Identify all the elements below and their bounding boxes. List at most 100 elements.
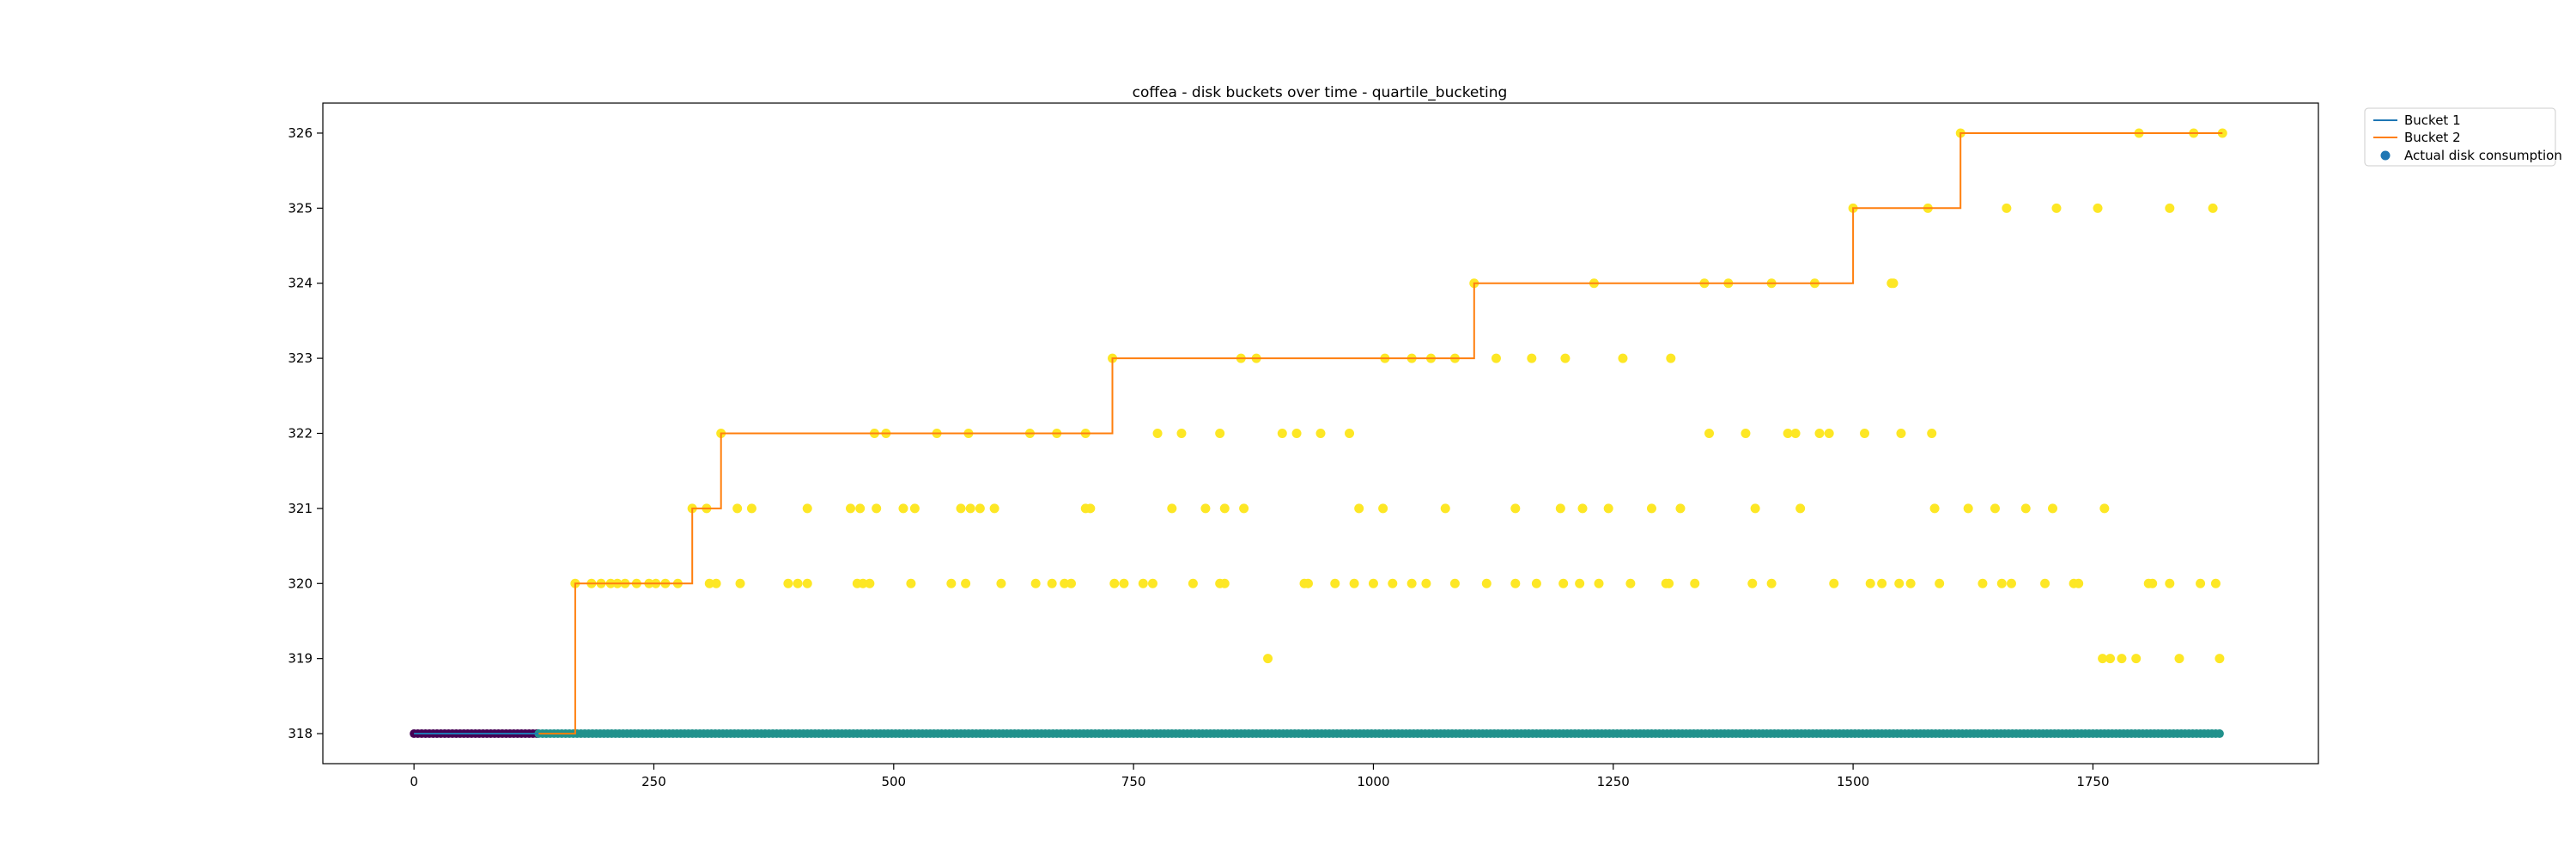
scatter-point: [1896, 429, 1906, 438]
scatter-point: [1449, 578, 1460, 588]
x-tick-label: 500: [881, 774, 906, 789]
scatter-point: [2165, 203, 2175, 213]
scatter-point: [1865, 578, 1875, 588]
legend-label: Bucket 1: [2404, 113, 2461, 128]
scatter-point: [2148, 578, 2158, 588]
scatter-point: [1378, 503, 1388, 514]
scatter-point: [996, 578, 1006, 588]
scatter-point: [1368, 578, 1378, 588]
x-tick-label: 1000: [1357, 774, 1389, 789]
scatter-point: [1577, 503, 1588, 514]
scatter-point: [1219, 503, 1230, 514]
scatter-point: [1152, 429, 1163, 438]
scatter-point: [2098, 654, 2108, 664]
y-tick-label: 318: [288, 726, 313, 741]
scatter-point: [858, 578, 868, 588]
scatter-point: [1625, 578, 1636, 588]
legend-box: [2364, 107, 2556, 167]
scatter-point: [1603, 503, 1613, 514]
scatter-point-baseline: [2215, 729, 2224, 739]
scatter-point: [1860, 429, 1870, 438]
x-tick-label: 1250: [1597, 774, 1630, 789]
scatter-point: [1406, 578, 1417, 588]
scatter-point: [2105, 654, 2116, 664]
scatter-point: [1491, 353, 1501, 363]
scatter-point: [1421, 578, 1431, 588]
scatter-point: [704, 578, 714, 588]
scatter-point: [1315, 429, 1326, 438]
series-line-bucket-2: [538, 132, 2223, 734]
scatter-point: [1575, 578, 1585, 588]
scatter-point: [2215, 654, 2225, 664]
scatter-point: [961, 578, 971, 588]
scatter-point: [1263, 654, 1273, 664]
scatter-point: [1527, 353, 1537, 363]
scatter-point: [1440, 503, 1450, 514]
y-tick-label: 319: [288, 651, 313, 667]
scatter-point: [1704, 429, 1715, 438]
y-tick-label: 320: [288, 576, 313, 591]
legend-label: Bucket 2: [2404, 130, 2461, 145]
scatter-point: [1594, 578, 1604, 588]
legend: Bucket 1 Bucket 2 Actual disk consumption: [2364, 107, 2562, 167]
scatter-point: [1481, 578, 1492, 588]
scatter-point: [1877, 578, 1887, 588]
scatter-point: [2040, 578, 2050, 588]
scatter-point: [1354, 503, 1364, 514]
scatter-point: [2210, 578, 2221, 588]
scatter-point: [1555, 503, 1565, 514]
scatter-point: [783, 578, 793, 588]
scatter-point: [793, 578, 803, 588]
y-tick-label: 322: [288, 426, 313, 442]
scatter-point: [1666, 353, 1676, 363]
scatter-point: [1330, 578, 1340, 588]
scatter-point: [1888, 278, 1899, 289]
scatter-point: [1147, 578, 1157, 588]
scatter-point: [1894, 578, 1905, 588]
scatter-point: [2174, 654, 2184, 664]
y-tick-label: 325: [288, 200, 313, 216]
scatter-point: [1664, 578, 1674, 588]
scatter-point: [802, 503, 812, 514]
scatter-point: [746, 503, 756, 514]
scatter-point: [906, 578, 916, 588]
scatter-point: [1388, 578, 1398, 588]
scatter-point: [865, 578, 875, 588]
scatter-point: [2208, 203, 2218, 213]
scatter-point: [1927, 429, 1937, 438]
scatter-point: [1277, 429, 1287, 438]
scatter-point: [802, 578, 812, 588]
scatter-point: [1741, 429, 1751, 438]
y-tick-label: 321: [288, 501, 313, 516]
scatter-point: [1783, 429, 1793, 438]
scatter-point: [1510, 503, 1521, 514]
scatter-point: [1109, 578, 1120, 588]
scatter-point: [2196, 578, 2206, 588]
scatter-point: [1510, 578, 1521, 588]
scatter-point: [2020, 503, 2031, 514]
scatter-point: [1085, 503, 1096, 514]
chart-title: coffea - disk buckets over time - quarti…: [1133, 84, 1508, 101]
y-tick-label: 326: [288, 125, 313, 141]
scatter-point: [1829, 578, 1839, 588]
x-tick-label: 1500: [1837, 774, 1869, 789]
scatter-point: [1167, 503, 1177, 514]
scatter-point: [2051, 203, 2062, 213]
scatter-point: [2006, 578, 2016, 588]
x-tick-label: 250: [641, 774, 666, 789]
scatter-point: [1747, 578, 1758, 588]
legend-swatch-actual-disk-consumption: [2380, 150, 2391, 161]
scatter-point: [965, 503, 975, 514]
scatter-point: [2093, 203, 2103, 213]
scatter-point: [872, 503, 882, 514]
scatter-point: [1824, 429, 1834, 438]
scatter-point: [846, 503, 856, 514]
scatter-point: [1766, 578, 1777, 588]
x-tick-label: 1750: [2076, 774, 2109, 789]
scatter-point: [735, 578, 745, 588]
scatter-point: [2048, 503, 2058, 514]
scatter-point: [1291, 429, 1302, 438]
legend-label: Actual disk consumption: [2404, 148, 2562, 163]
scatter-point: [1690, 578, 1700, 588]
scatter-point: [946, 578, 957, 588]
